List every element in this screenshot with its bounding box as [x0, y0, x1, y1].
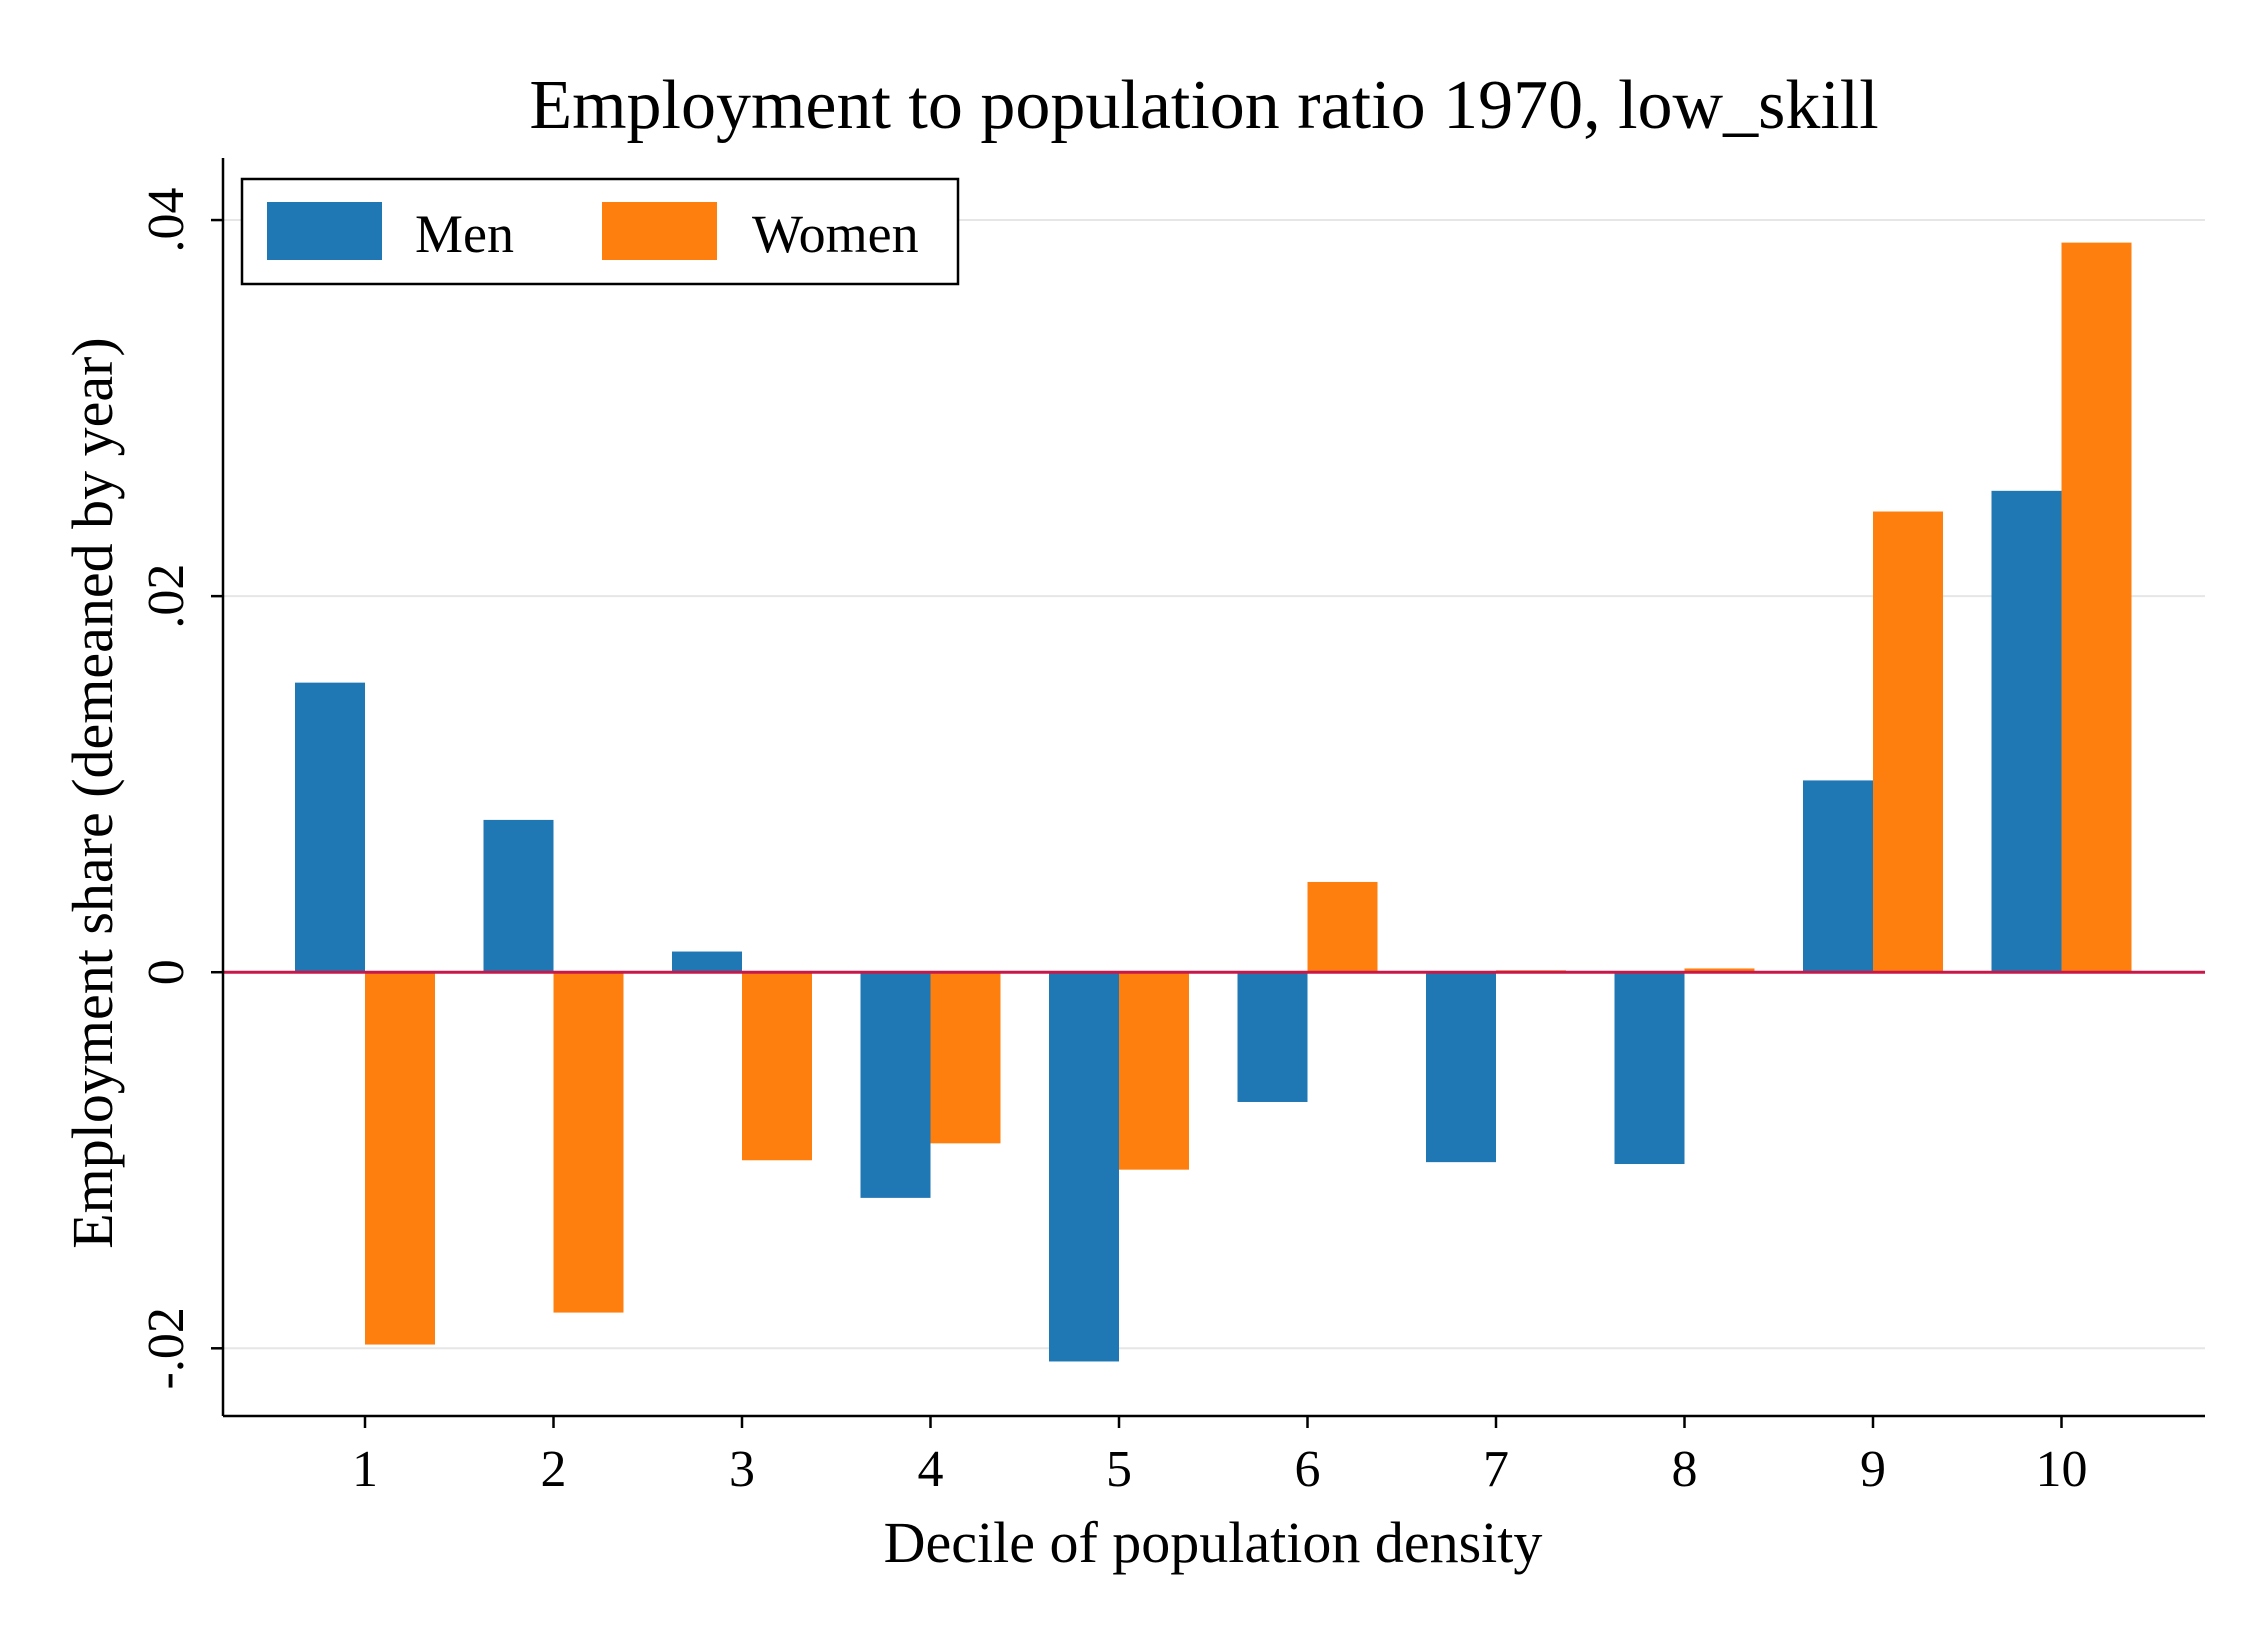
bar-men-7	[1426, 972, 1496, 1163]
bar-women-4	[930, 972, 1001, 1144]
bar-men-3	[672, 951, 742, 973]
x-tick-label: 3	[729, 1441, 755, 1498]
bar-men-2	[483, 819, 554, 973]
axes: -.02 0 .02 .04 1 2 3 4 5 6 7 8 9 10	[138, 158, 2205, 1498]
bar-women-1	[365, 972, 435, 1345]
x-tick-label: 5	[1106, 1441, 1132, 1498]
bar-women-2	[553, 972, 624, 1313]
bar-women-8	[1684, 968, 1755, 973]
x-tick-label: 2	[541, 1441, 567, 1498]
legend-label-men: Men	[415, 204, 514, 264]
y-axis-label: Employment share (demeaned by year)	[60, 337, 125, 1249]
x-tick-label: 8	[1672, 1441, 1698, 1498]
x-tick-label: 6	[1295, 1441, 1321, 1498]
x-tick-label: 7	[1483, 1441, 1509, 1498]
chart-title: Employment to population ratio 1970, low…	[529, 67, 1878, 144]
y-tick-label: .02	[138, 564, 195, 629]
x-axis-label: Decile of population density	[884, 1510, 1543, 1575]
bar-women-9	[1873, 511, 1943, 973]
bar-women-6	[1307, 881, 1378, 973]
bar-men-5	[1049, 972, 1119, 1362]
legend-swatch-women	[602, 202, 717, 260]
bar-men-10	[1991, 490, 2062, 973]
x-tick-label: 10	[2036, 1441, 2088, 1498]
bars	[295, 242, 2132, 1362]
bar-men-1	[295, 682, 365, 973]
legend-label-women: Women	[752, 204, 919, 264]
bar-women-10	[2061, 242, 2132, 973]
y-tick-label: .04	[138, 188, 195, 253]
bar-men-6	[1237, 972, 1308, 1102]
bar-women-5	[1119, 972, 1189, 1170]
legend-swatch-men	[267, 202, 382, 260]
x-tick-label: 4	[918, 1441, 944, 1498]
bar-women-3	[742, 972, 812, 1161]
y-tick-label: 0	[138, 959, 195, 985]
bar-men-9	[1803, 780, 1873, 973]
x-tick-label: 1	[352, 1441, 378, 1498]
legend: Men Women	[240, 177, 960, 286]
bar-men-8	[1614, 972, 1685, 1165]
y-tick-label: -.02	[138, 1307, 195, 1389]
x-tick-label: 9	[1860, 1441, 1886, 1498]
bar-men-4	[860, 972, 931, 1198]
